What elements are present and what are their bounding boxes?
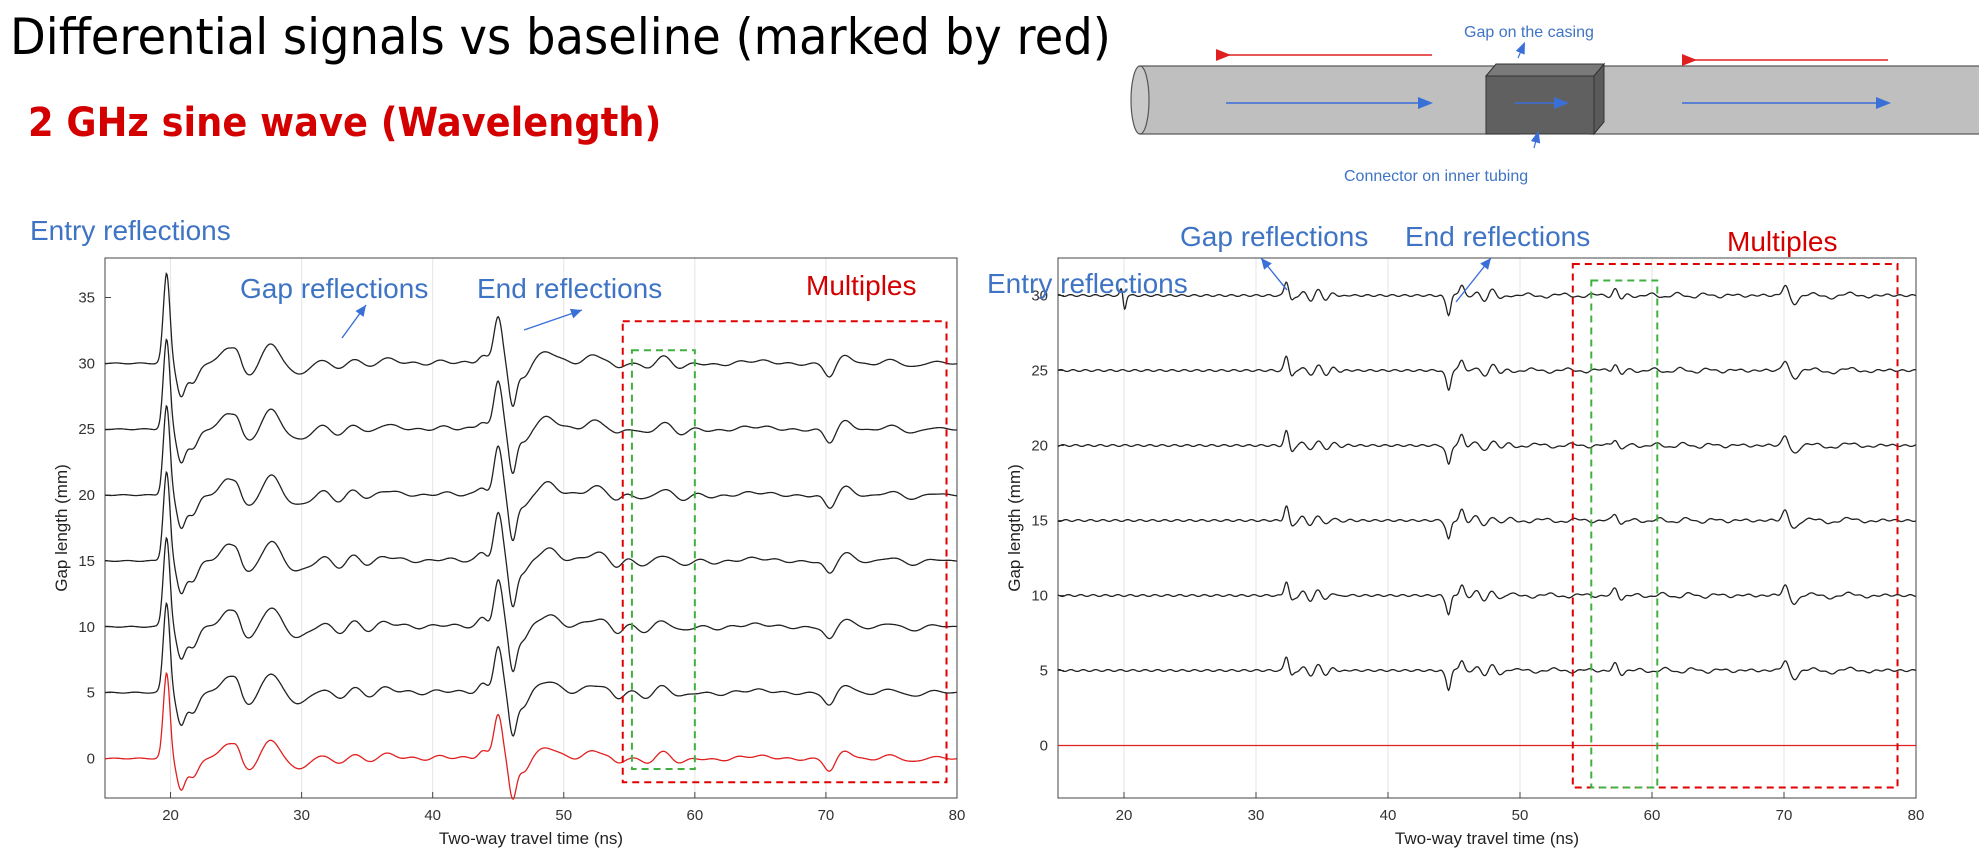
end-reflections-label: End reflections — [477, 273, 662, 304]
y-axis-label: Gap length (mm) — [1005, 464, 1024, 592]
y-tick-label: 25 — [78, 421, 95, 438]
multiples-box — [1571, 263, 1899, 789]
y-tick-label: 0 — [87, 750, 95, 767]
x-tick-label: 60 — [1644, 807, 1661, 824]
slide-subtitle: 2 GHz sine wave (Wavelength) — [28, 100, 662, 146]
slide-title: Differential signals vs baseline (marked… — [10, 8, 1111, 66]
right-casing — [1589, 65, 1979, 135]
window-box — [1590, 279, 1659, 789]
x-tick-label: 20 — [1116, 807, 1133, 824]
annotation-arrowhead — [1480, 258, 1491, 270]
x-tick-label: 80 — [949, 807, 966, 824]
plot-frame — [104, 257, 958, 799]
y-tick-label: 35 — [78, 290, 95, 307]
x-axis-label: Two-way travel time (ns) — [1395, 829, 1579, 848]
signal-trace — [105, 272, 957, 407]
signal-trace — [104, 470, 957, 608]
y-tick-label: 10 — [1031, 588, 1048, 605]
annotation-arrowhead — [355, 305, 366, 317]
signal-trace — [1057, 505, 1916, 540]
y-tick-label: 0 — [1040, 738, 1048, 755]
x-tick-label: 70 — [1776, 807, 1793, 824]
signal-trace — [1058, 656, 1916, 692]
connector-block — [1485, 75, 1595, 135]
x-tick-label: 30 — [293, 807, 310, 824]
end-reflections-label: End reflections — [1405, 221, 1590, 252]
y-tick-label: 15 — [78, 553, 95, 570]
y-tick-label: 15 — [1031, 513, 1048, 530]
entry-reflections-label: Entry reflections — [30, 215, 231, 246]
connector-label: Connector on inner tubing — [1344, 168, 1528, 185]
y-tick-label: 10 — [78, 619, 95, 636]
signal-trace — [105, 601, 957, 737]
entry-reflections-label: Entry reflections — [987, 268, 1188, 299]
plot-frame — [1057, 257, 1917, 799]
x-tick-label: 50 — [555, 807, 572, 824]
signal-trace — [1057, 355, 1916, 392]
signal-trace — [105, 338, 957, 474]
y-tick-label: 20 — [1031, 438, 1048, 455]
baseline-trace — [104, 671, 957, 800]
x-tick-label: 20 — [162, 807, 179, 824]
y-tick-label: 30 — [78, 355, 95, 372]
y-axis-label: Gap length (mm) — [52, 464, 71, 592]
signal-trace — [105, 536, 957, 673]
multiples-box — [621, 320, 948, 784]
annotation-arrowhead — [569, 308, 582, 319]
annotation-arrowhead — [1261, 258, 1272, 270]
left-chart: 20 30 40 50 60 70 80 0 5 10 15 20 25 30 35 Two-way trav… — [30, 215, 966, 848]
signal-trace — [1058, 281, 1916, 317]
signal-trace — [1057, 429, 1916, 466]
casing-schematic: Gap on the casing Connector on inner tub… — [1130, 24, 1979, 185]
x-tick-label: 40 — [1380, 807, 1397, 824]
gap-reflections-label: Gap reflections — [240, 273, 428, 304]
signal-trace — [1057, 581, 1916, 616]
x-tick-label: 40 — [424, 807, 441, 824]
x-tick-label: 30 — [1248, 807, 1265, 824]
x-tick-label: 80 — [1908, 807, 1925, 824]
right-chart: 20 30 40 50 60 70 80 0 5 10 15 20 25 30 Two-way travel… — [987, 221, 1925, 848]
x-tick-label: 70 — [818, 807, 835, 824]
multiples-label: Multiples — [806, 270, 916, 301]
signal-trace — [104, 404, 957, 542]
y-tick-label: 25 — [1031, 363, 1048, 380]
x-tick-label: 60 — [687, 807, 704, 824]
y-tick-label: 20 — [78, 487, 95, 504]
y-tick-label: 5 — [87, 685, 95, 702]
left-casing-end — [1130, 65, 1150, 135]
gap-reflections-label: Gap reflections — [1180, 221, 1368, 252]
x-tick-label: 50 — [1512, 807, 1529, 824]
x-axis-label: Two-way travel time (ns) — [439, 829, 623, 848]
y-tick-label: 30 — [1031, 288, 1048, 305]
multiples-label: Multiples — [1727, 226, 1837, 257]
window-box — [630, 349, 696, 771]
gap-on-casing-label: Gap on the casing — [1464, 24, 1594, 41]
left-casing — [1139, 65, 1521, 135]
y-tick-label: 5 — [1040, 663, 1048, 680]
